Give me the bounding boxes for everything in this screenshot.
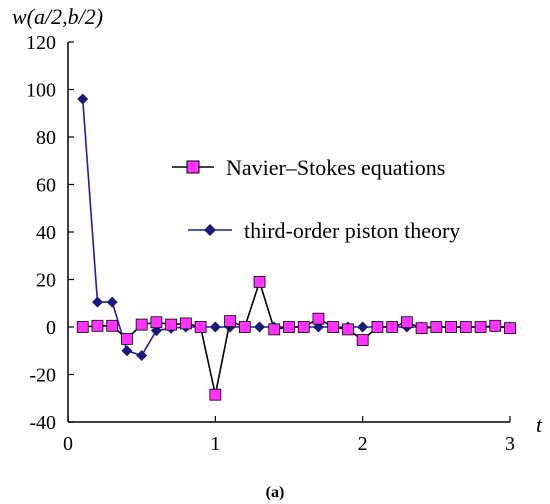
- data-point: [150, 316, 163, 329]
- data-point: [327, 321, 340, 333]
- x-tick-label: 1: [210, 433, 220, 455]
- data-point: [121, 345, 133, 357]
- legend-label-navier-stokes: Navier–Stokes equations: [226, 155, 445, 180]
- data-point: [371, 321, 384, 333]
- y-tick-label: 120: [26, 32, 56, 54]
- data-point: [356, 334, 369, 346]
- y-tick-label: 100: [26, 80, 56, 102]
- data-point: [194, 321, 207, 333]
- data-point: [415, 322, 428, 335]
- data-point: [489, 319, 502, 332]
- data-point: [254, 321, 266, 333]
- data-point: [136, 350, 148, 361]
- y-tick-label: -40: [29, 412, 56, 434]
- data-point: [283, 321, 295, 333]
- data-point: [91, 296, 103, 308]
- axes: -40 -20 0 20 40 60 80 100 120 0 1 2 3: [26, 32, 515, 455]
- data-point: [504, 322, 516, 335]
- data-point: [357, 321, 369, 333]
- data-point: [165, 318, 178, 331]
- data-point: [445, 321, 457, 333]
- series-layer: [76, 93, 516, 401]
- data-point: [76, 321, 89, 333]
- figure-caption: (a): [266, 484, 285, 501]
- y-tick-label: 60: [36, 175, 56, 197]
- y-tick-label: 80: [36, 127, 56, 149]
- data-point: [209, 388, 222, 401]
- data-point: [77, 93, 89, 105]
- x-axis-title: t: [536, 412, 543, 437]
- y-tick-label: 40: [36, 222, 56, 244]
- data-point: [386, 321, 399, 333]
- x-tick-label: 0: [63, 433, 73, 455]
- data-point: [179, 317, 192, 330]
- data-point: [106, 296, 118, 308]
- data-point: [400, 316, 413, 329]
- data-point: [106, 319, 119, 332]
- data-point: [297, 321, 310, 333]
- data-point: [430, 321, 443, 333]
- data-point: [459, 321, 472, 333]
- data-point: [474, 321, 487, 333]
- x-tick-label: 3: [505, 433, 515, 455]
- y-tick-label: 0: [46, 317, 56, 339]
- data-point: [238, 321, 251, 333]
- y-tick-label: 20: [36, 270, 56, 292]
- y-tick-label: -20: [29, 365, 56, 387]
- data-point: [224, 315, 236, 327]
- legend-label-piston-theory: third-order piston theory: [244, 218, 460, 243]
- data-point: [91, 319, 104, 332]
- x-tick-label: 2: [358, 433, 368, 455]
- legend-marker-navier-stokes: [186, 160, 200, 174]
- data-point: [121, 332, 133, 345]
- y-ticks: -40 -20 0 20 40 60 80 100 120: [26, 32, 74, 434]
- data-point: [253, 275, 266, 288]
- y-axis-title: w(a/2,b/2): [12, 4, 103, 29]
- data-point: [268, 323, 281, 336]
- series-line: [82, 279, 511, 395]
- data-point: [209, 321, 221, 333]
- data-point: [135, 318, 148, 331]
- legend: Navier–Stokes equations third-order pist…: [172, 155, 460, 243]
- data-point: [312, 312, 325, 325]
- x-ticks: 0 1 2 3: [63, 416, 515, 455]
- series-navier-stokes: [76, 275, 516, 401]
- data-point: [342, 323, 354, 336]
- legend-marker-piston-theory: [204, 224, 216, 236]
